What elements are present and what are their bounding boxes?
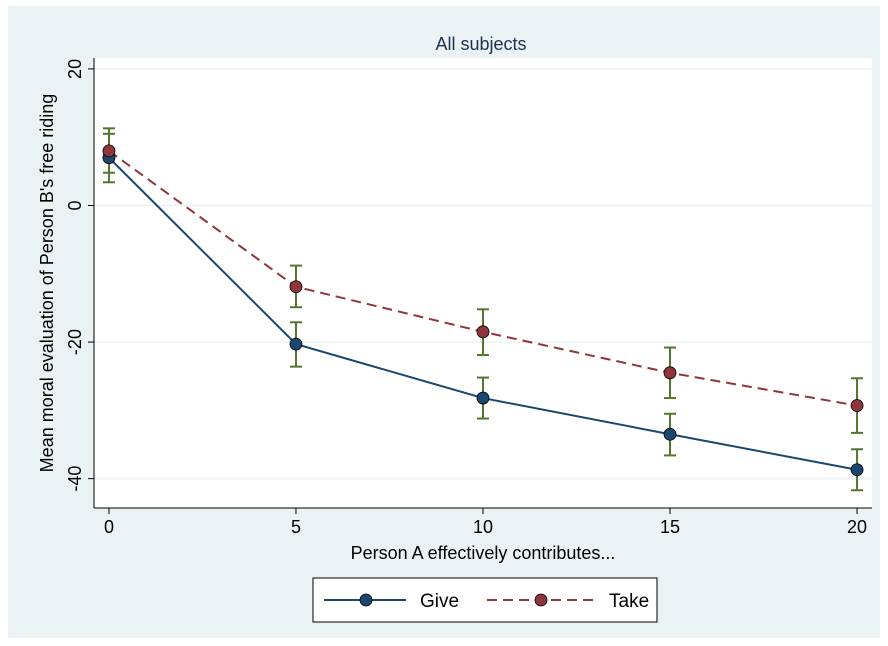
chart-title: All subjects — [435, 34, 526, 54]
y-tick-label: 0 — [65, 200, 85, 210]
x-tick-label: 15 — [660, 517, 680, 537]
y-axis-label: Mean moral evaluation of Person B's free… — [37, 94, 57, 473]
data-point-give — [289, 337, 303, 351]
x-tick-label: 5 — [291, 517, 301, 537]
legend-take-label: Take — [609, 591, 649, 612]
series-markers — [102, 144, 864, 477]
y-tick-label: 20 — [65, 59, 85, 79]
data-point-give — [663, 427, 677, 441]
legend-give-marker — [359, 593, 373, 607]
legend-give-label: Give — [420, 591, 459, 612]
x-axis-label: Person A effectively contributes... — [351, 543, 616, 563]
plot-area — [94, 58, 872, 508]
axis-ticks: 20 0 -20 -40 0 5 10 15 20 — [65, 59, 867, 537]
y-tick-label: -20 — [65, 329, 85, 355]
data-point-give — [850, 463, 864, 477]
y-tick-label: -40 — [65, 466, 85, 492]
legend: Give Take — [312, 577, 658, 623]
x-tick-label: 20 — [847, 517, 867, 537]
data-point-take — [663, 366, 677, 380]
data-point-take — [476, 325, 490, 339]
data-point-take — [289, 280, 303, 294]
x-tick-label: 0 — [104, 517, 114, 537]
legend-take-marker — [534, 593, 548, 607]
data-point-take — [850, 399, 864, 412]
data-point-give — [476, 391, 490, 405]
x-tick-label: 10 — [473, 517, 493, 537]
data-point-take — [102, 144, 116, 158]
